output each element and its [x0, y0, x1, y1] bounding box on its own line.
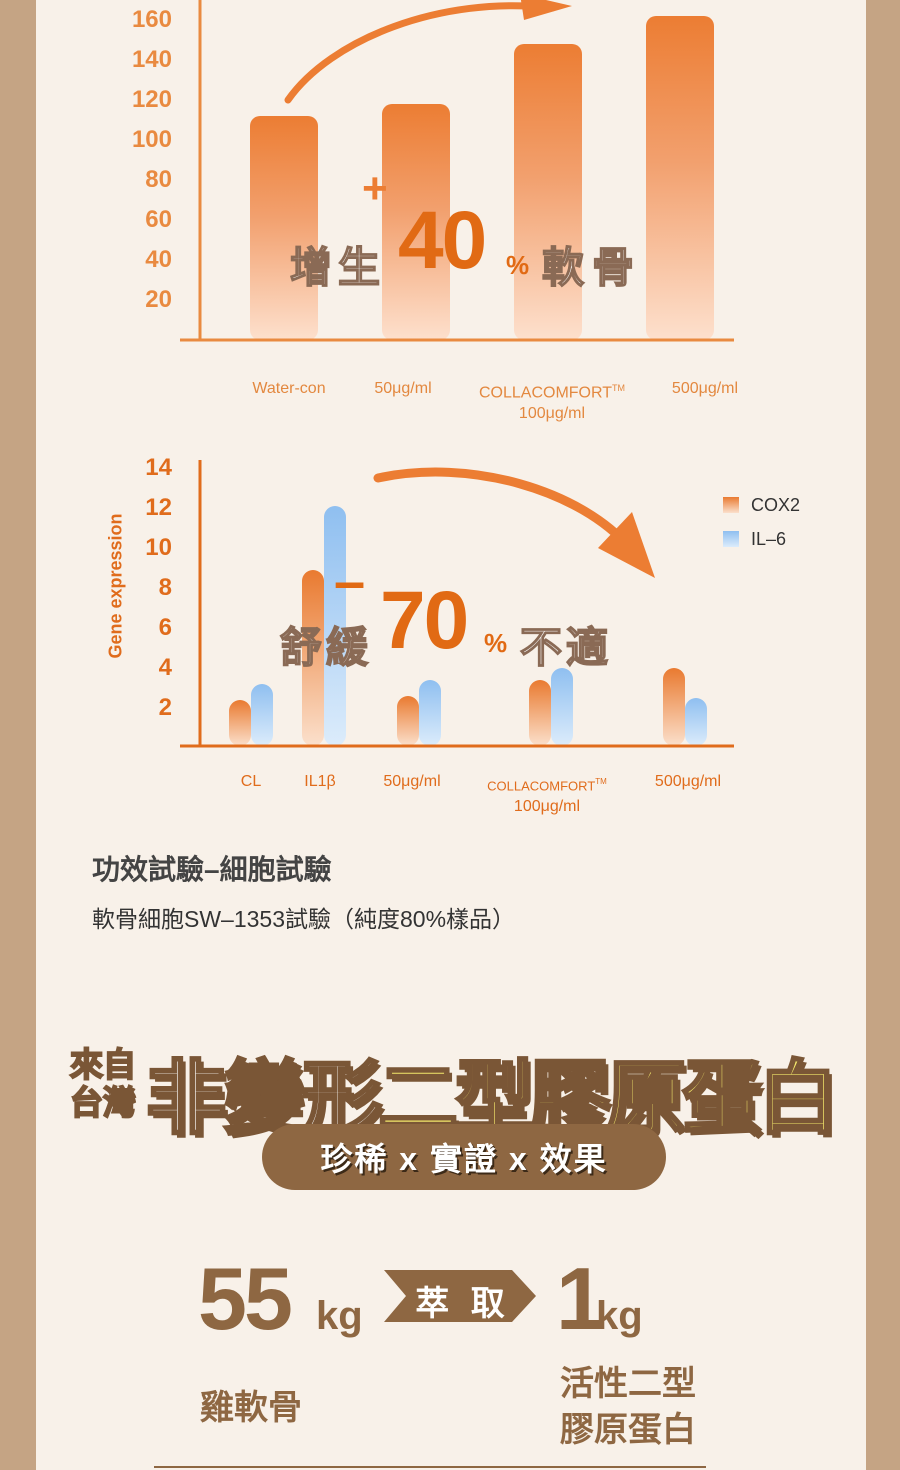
chart1-bar-0	[250, 116, 318, 340]
legend-il6-label: IL–6	[751, 529, 787, 549]
chart1-xlabel-3: 500μg/ml	[615, 378, 795, 399]
origin-badge: 來自 台灣	[69, 1045, 150, 1122]
chart2-bar-il6-1	[324, 506, 346, 746]
chart1-ytick-160: 160	[131, 6, 172, 33]
chart2-bar-cox2-4	[663, 668, 685, 746]
chart1-xlabel-sub: 100μg/ml	[518, 405, 586, 423]
bottom-divider	[154, 1466, 706, 1468]
origin-line2: 台灣	[69, 1083, 137, 1122]
chart1-annotation-prefix: 增生	[289, 243, 387, 292]
chart1-xlabel-2: COLLACOMFORTTM 100μg/ml	[462, 378, 642, 424]
to-description-line2: 膠原蛋白	[560, 1411, 696, 1449]
origin-line1: 來自	[69, 1045, 137, 1084]
chart2-annotation-number: 70	[380, 575, 469, 666]
legend-il6-swatch	[723, 531, 739, 547]
feature-pill: 珍稀 x 實證 x 效果	[262, 1124, 666, 1190]
chart2-trend-arrowhead	[598, 512, 655, 578]
chart2-xlabel-2: 50μg/ml	[322, 771, 502, 792]
from-unit: kg	[316, 1294, 363, 1338]
chart1-ytick-80: 80	[145, 166, 172, 193]
to-description-line1: 活性二型	[560, 1365, 696, 1403]
chart1-bar-chart	[180, 0, 734, 342]
chart2-annotation-sign: –	[334, 549, 366, 612]
chart2-xlabel-text: CL	[240, 773, 262, 790]
chart2-xlabel-tm: TM	[595, 777, 607, 786]
chart2-ytick-8: 8	[158, 574, 172, 601]
extract-arrow-label: 萃 取	[415, 1285, 511, 1323]
chart2-annotation-suffix: 不適	[519, 623, 613, 672]
chart2-bar-il6-4	[685, 698, 707, 746]
chart1-xlabel-1: 50μg/ml	[313, 378, 493, 399]
chart2-xlabel-sub: 100μg/ml	[513, 798, 581, 816]
chart2-bar-cox2-1	[302, 570, 324, 746]
chart1-xlabel-text: 500μg/ml	[671, 380, 739, 397]
chart1-xlabel-0: Water-con	[199, 378, 379, 399]
chart1-bar-2	[514, 44, 582, 340]
chart2-bar-il6-0	[251, 684, 273, 746]
chart2-ytick-6: 6	[158, 614, 172, 641]
chart2-grouped-bar-chart	[180, 460, 739, 748]
chart1-ytick-140: 140	[131, 46, 172, 73]
chart2-bar-il6-3	[551, 668, 573, 746]
chart1-xlabel-text: 50μg/ml	[374, 380, 432, 397]
chart2-ytick-4: 4	[158, 654, 172, 681]
feature-pill-text: 珍稀 x 實證 x 效果	[320, 1141, 608, 1177]
chart2-ytick-14: 14	[145, 454, 172, 481]
chart1-bar-1	[382, 104, 450, 340]
chart1-ytick-120: 120	[131, 86, 172, 113]
chart1-annotation-suffix: 軟骨	[541, 243, 643, 292]
chart2-xlabel-text: 50μg/ml	[383, 773, 441, 790]
chart1-ytick-60: 60	[145, 206, 172, 233]
extract-arrow	[384, 1270, 536, 1322]
chart2-xlabel-text: IL1β	[304, 773, 336, 790]
chart2-bar-cox2-2	[397, 696, 419, 746]
from-number: 55	[198, 1249, 293, 1348]
chart1-ytick-40: 40	[145, 246, 172, 273]
to-unit: kg	[596, 1294, 643, 1338]
chart1-annotation-number: 40	[398, 195, 487, 286]
legend-cox2-swatch	[723, 497, 739, 513]
to-number: 1	[556, 1249, 605, 1348]
chart2-xlabel-4: 500μg/ml	[598, 771, 778, 792]
chart1-ytick-100: 100	[131, 126, 172, 153]
chart2-xlabel-text: COLLACOMFORT	[487, 778, 596, 794]
chart2-bar-il6-2	[419, 680, 441, 746]
chart1-bar-3	[646, 16, 714, 340]
chart1-trend-arrow	[284, 2, 556, 104]
legend-cox2-label: COX2	[751, 495, 801, 515]
chart1-annotation-unit: %	[506, 250, 530, 280]
chart2-trend-arrow	[373, 467, 635, 553]
chart1-annotation-sign: +	[362, 164, 388, 213]
chart2-annotation-unit: %	[484, 628, 508, 658]
chart2-annotation-prefix: 舒緩	[279, 623, 373, 672]
chart2-ytick-10: 10	[145, 534, 172, 561]
chart2-xlabel-0: CL	[161, 771, 341, 792]
chart1-ytick-20: 20	[145, 286, 172, 313]
chart2-xlabel-text: 500μg/ml	[654, 773, 722, 790]
chart1-xlabel-tm: TM	[612, 383, 626, 393]
chart2-ytick-12: 12	[145, 494, 172, 521]
chart2-ytick-2: 2	[158, 694, 172, 721]
section-title: 功效試驗–細胞試驗	[92, 854, 332, 885]
from-description: 雞軟骨	[200, 1389, 302, 1427]
chart1-trend-arrowhead	[520, 0, 572, 20]
chart2-bar-cox2-0	[229, 700, 251, 746]
chart2-xlabel-3: COLLACOMFORTTM 100μg/ml	[457, 771, 637, 817]
section-subtitle: 軟骨細胞SW–1353試驗（純度80%樣品）	[92, 906, 516, 932]
content-panel	[36, 0, 866, 1470]
chart1-xlabel-text: Water-con	[252, 380, 326, 397]
chart2-bar-cox2-3	[529, 680, 551, 746]
chart1-xlabel-text: COLLACOMFORT	[478, 384, 613, 402]
chart2-xlabel-1: IL1β	[230, 771, 410, 792]
